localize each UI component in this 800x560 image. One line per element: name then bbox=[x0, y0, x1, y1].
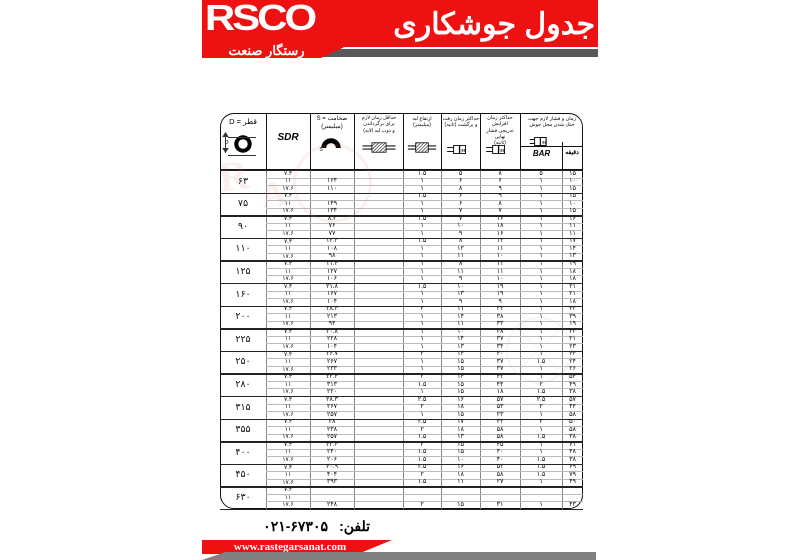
svg-text:sz: sz bbox=[500, 148, 506, 153]
svg-text:sz: sz bbox=[542, 140, 548, 145]
svg-text:sz: sz bbox=[461, 148, 467, 153]
